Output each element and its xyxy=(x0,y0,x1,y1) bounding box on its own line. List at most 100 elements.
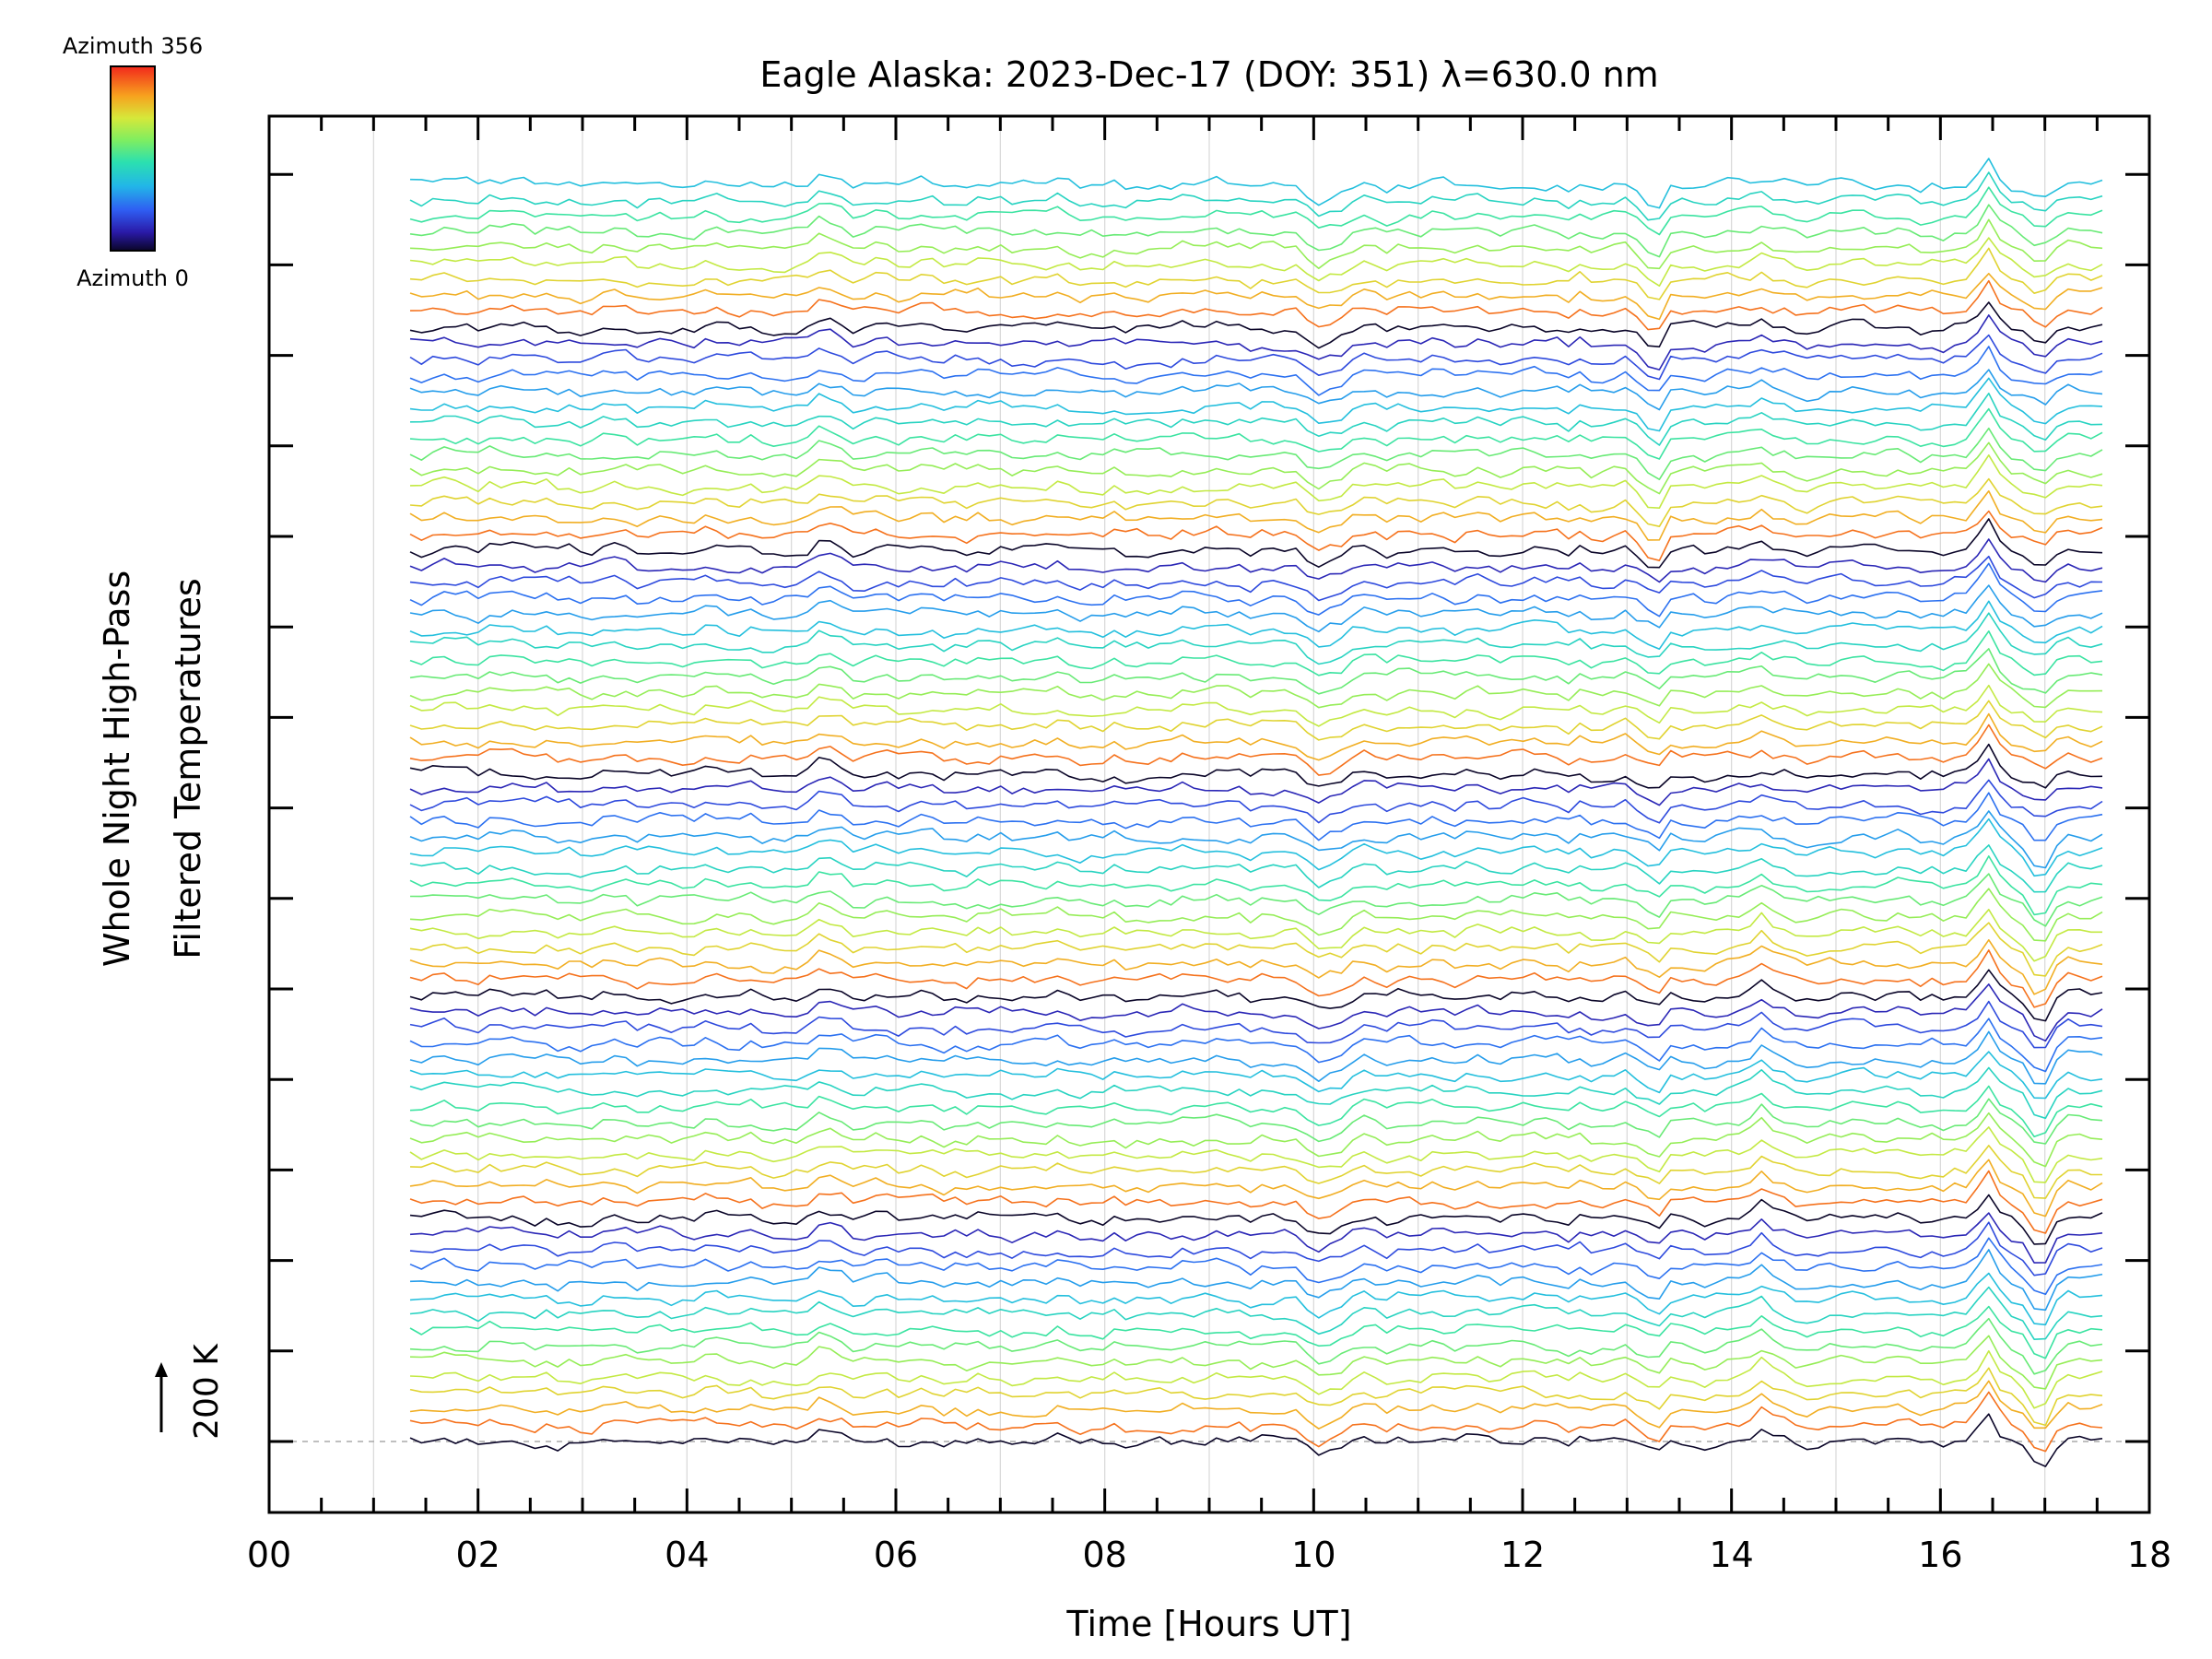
series-line xyxy=(409,314,2103,371)
series-line xyxy=(409,392,2103,446)
colorbar-gradient xyxy=(110,65,156,252)
series-line xyxy=(409,1000,2103,1049)
series-line xyxy=(409,237,2103,288)
series-line xyxy=(409,1305,2103,1359)
colorbar: Azimuth 356 Azimuth 0 xyxy=(63,33,203,291)
colorbar-bottom-label: Azimuth 0 xyxy=(76,265,189,291)
y-axis-title: Whole Night High-Pass Filtered Temperatu… xyxy=(97,571,208,967)
series-line xyxy=(409,279,2103,331)
series-line xyxy=(409,758,2103,806)
series-line xyxy=(409,518,2103,569)
x-tick-label: 00 xyxy=(247,1535,291,1575)
series-line xyxy=(409,369,2103,411)
series-line xyxy=(409,844,2103,893)
colorbar-top-label: Azimuth 356 xyxy=(63,33,203,59)
series-line xyxy=(409,1391,2103,1453)
series-line xyxy=(409,922,2103,977)
grid-lines xyxy=(372,116,2046,1512)
series-group xyxy=(409,158,2103,1467)
axis-ticks xyxy=(267,116,2151,1512)
series-line xyxy=(409,684,2103,727)
series-line xyxy=(409,186,2103,236)
series-line xyxy=(409,171,2103,221)
x-tick-label: 16 xyxy=(1918,1535,1962,1575)
series-line xyxy=(409,377,2103,432)
x-tick-label: 10 xyxy=(1291,1535,1335,1575)
series-line xyxy=(409,1350,2103,1409)
series-line xyxy=(409,700,2103,741)
y-axis-title-line-2: Filtered Temperatures xyxy=(168,578,208,959)
x-tick-label: 08 xyxy=(1082,1535,1126,1575)
series-line xyxy=(409,938,2103,995)
series-line xyxy=(409,1413,2103,1467)
series-line xyxy=(409,855,2103,916)
series-line xyxy=(409,629,2103,677)
series-line xyxy=(409,346,2103,396)
series-line xyxy=(409,873,2103,927)
chart-title: Eagle Alaska: 2023-Dec-17 (DOY: 351) λ=6… xyxy=(759,54,1658,95)
series-line xyxy=(409,1380,2103,1430)
series-line xyxy=(409,1249,2103,1312)
series-line xyxy=(409,983,2103,1042)
series-line xyxy=(409,648,2103,695)
x-tick-label: 14 xyxy=(1709,1535,1753,1575)
series-line xyxy=(409,407,2103,460)
series-line xyxy=(409,584,2103,633)
series-line xyxy=(409,1335,2103,1390)
series-line xyxy=(409,612,2103,665)
series-line xyxy=(409,1317,2103,1375)
series-line xyxy=(409,600,2103,651)
series-line xyxy=(409,441,2103,495)
series-line xyxy=(409,779,2103,824)
series-line xyxy=(409,724,2103,776)
series-line xyxy=(409,888,2103,942)
series-line xyxy=(409,477,2103,528)
series-line xyxy=(409,1221,2103,1277)
series-line xyxy=(409,1126,2103,1183)
series-line xyxy=(409,427,2103,481)
series-line xyxy=(409,1159,2103,1218)
series-line xyxy=(409,562,2103,618)
y-axis-title-line-1: Whole Night High-Pass xyxy=(97,571,137,967)
y-scale-marker: 200 K xyxy=(155,1343,226,1440)
series-line xyxy=(409,908,2102,962)
x-tick-labels: 00 02 04 06 08 10 12 14 16 18 xyxy=(247,1535,2171,1575)
series-line xyxy=(409,810,2103,869)
x-axis-title: Time [Hours UT] xyxy=(1065,1604,1351,1644)
series-line xyxy=(409,712,2103,761)
series-line xyxy=(409,1051,2103,1100)
series-line xyxy=(409,555,2103,602)
series-line xyxy=(409,218,2103,270)
series-line xyxy=(409,818,2103,877)
series-line xyxy=(409,1212,2103,1264)
series-line xyxy=(409,272,2103,321)
series-line xyxy=(409,301,2103,349)
series-line xyxy=(409,1194,2103,1245)
series-line xyxy=(409,1272,2103,1326)
series-line xyxy=(409,1367,2103,1427)
series-line xyxy=(409,453,2103,510)
series-line xyxy=(409,1018,2103,1073)
series-line xyxy=(409,334,2103,381)
series-line xyxy=(409,949,2103,1008)
series-line xyxy=(409,1112,2103,1168)
series-line xyxy=(409,1145,2102,1199)
series-line xyxy=(409,1237,2103,1296)
series-line xyxy=(409,489,2103,541)
y-scale-label: 200 K xyxy=(188,1343,226,1440)
series-line xyxy=(409,792,2103,841)
x-tick-label: 04 xyxy=(665,1535,709,1575)
series-line xyxy=(409,1098,2103,1145)
series-line xyxy=(409,204,2103,258)
series-line xyxy=(409,663,2103,709)
up-arrow-head xyxy=(155,1362,168,1377)
series-line xyxy=(409,158,2103,209)
series-line xyxy=(409,1085,2103,1138)
series-line xyxy=(409,969,2103,1022)
series-line xyxy=(409,1030,2103,1085)
plot-area: 00 02 04 06 08 10 12 14 16 18 xyxy=(247,114,2171,1575)
series-line xyxy=(409,247,2103,300)
series-line xyxy=(409,538,2103,583)
x-tick-label: 12 xyxy=(1500,1535,1545,1575)
